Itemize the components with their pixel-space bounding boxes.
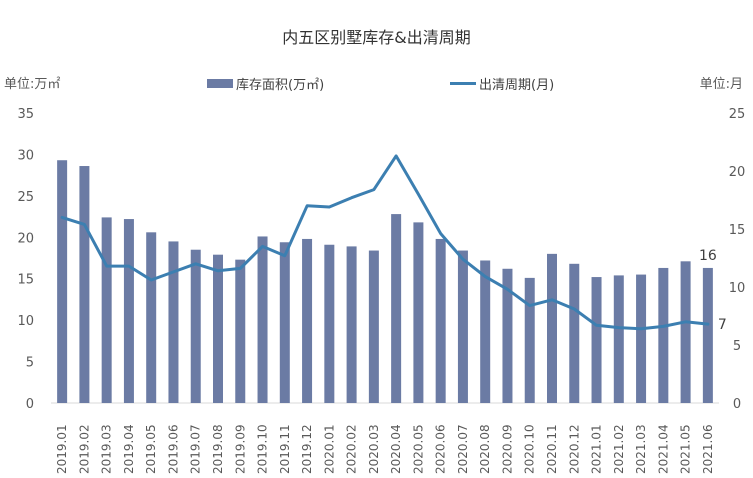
x-tick-label: 2019.12: [300, 424, 314, 474]
bar: [547, 253, 557, 403]
bar: [279, 242, 290, 403]
series-line: [60, 154, 710, 331]
legend-label-clearance: 出清周期(月): [479, 78, 555, 93]
legend-item-inventory: 库存面积(万㎡): [207, 74, 324, 93]
x-tick-label: 2021.05: [679, 424, 693, 474]
y-right-tick-label: 0: [733, 397, 741, 412]
x-tick-label: 2019.08: [211, 424, 225, 474]
bar: [101, 217, 112, 403]
bar: [213, 254, 223, 403]
y-left-tick-label: 0: [26, 397, 34, 412]
x-tick-label: 2021.01: [590, 424, 604, 474]
y-right-tick-label: 25: [729, 107, 746, 122]
y-right-tick-label: 5: [733, 339, 741, 354]
x-tick-label: 2021.06: [701, 424, 715, 474]
y-right-tick-label: 20: [729, 165, 746, 180]
bar: [79, 166, 90, 403]
x-tick-label: 2019.09: [233, 424, 247, 474]
bar: [235, 259, 246, 403]
x-tick-label: 2019.03: [100, 424, 114, 474]
bar: [168, 241, 179, 403]
bar: [680, 261, 691, 403]
bar: [57, 160, 68, 403]
x-tick-label: 2020.03: [367, 424, 381, 474]
left-axis-unit: 单位:万㎡: [4, 77, 61, 92]
bar: [435, 238, 446, 403]
y-right-tick-label: 15: [729, 223, 746, 238]
x-tick-label: 2020.11: [545, 424, 559, 474]
y-right-tick-label: 10: [729, 281, 746, 296]
x-tick-label: 2020.05: [411, 424, 425, 474]
x-tick-label: 2020.06: [434, 424, 448, 474]
x-tick-label: 2019.10: [256, 424, 270, 474]
y-left-tick-label: 25: [17, 190, 34, 205]
x-tick-label: 2020.04: [389, 424, 403, 474]
bar: [480, 260, 491, 403]
bar: [346, 246, 357, 403]
x-tick-label: 2020.08: [478, 424, 492, 474]
x-tick-label: 2021.02: [612, 424, 626, 474]
bar: [569, 263, 580, 403]
y-left-tick-label: 35: [17, 107, 34, 122]
bar: [368, 250, 379, 403]
x-tick-label: 2020.01: [322, 424, 336, 474]
legend-label-inventory: 库存面积(万㎡): [236, 78, 325, 93]
x-tick-label: 2019.06: [166, 424, 180, 474]
legend-item-clearance: 出清周期(月): [450, 74, 554, 93]
data-label-bar: 16: [699, 248, 717, 264]
x-tick-label: 2020.09: [500, 424, 514, 474]
bar: [636, 274, 647, 403]
x-tick-label: 2019.04: [122, 424, 136, 474]
bar: [324, 244, 335, 403]
bar: [391, 214, 402, 403]
x-tick-label: 2019.02: [77, 424, 91, 474]
bar: [524, 277, 535, 403]
bar: [591, 277, 602, 403]
data-label-line: 7: [718, 317, 727, 333]
bar: [302, 238, 313, 403]
y-left-tick-label: 15: [17, 273, 34, 288]
bar: [613, 275, 624, 403]
bar: [702, 267, 713, 403]
x-tick-label: 2021.04: [656, 424, 670, 474]
x-tick-label: 2021.03: [634, 424, 648, 474]
bar: [658, 267, 669, 403]
bar: [123, 219, 134, 403]
bar: [502, 268, 513, 403]
right-axis-unit: 单位:月: [699, 77, 743, 92]
y-left-tick-label: 5: [26, 356, 34, 371]
legend-swatch-bar: [207, 79, 233, 88]
y-left-tick-label: 10: [17, 314, 34, 329]
chart-title: 内五区别墅库存&出清周期: [282, 28, 471, 47]
bar: [457, 250, 468, 403]
bar: [413, 222, 424, 403]
legend-swatch-line: [450, 82, 476, 85]
bar: [257, 236, 268, 403]
y-left-tick-label: 20: [17, 231, 34, 246]
x-tick-label: 2020.10: [523, 424, 537, 474]
bar: [190, 249, 201, 403]
x-tick-label: 2019.05: [144, 424, 158, 474]
x-tick-label: 2020.02: [345, 424, 359, 474]
y-left-tick-label: 30: [17, 148, 34, 163]
x-tick-label: 2019.11: [278, 424, 292, 474]
x-tick-label: 2019.01: [55, 424, 69, 474]
bar: [146, 232, 157, 403]
x-tick-label: 2020.07: [456, 424, 470, 474]
x-tick-label: 2020.12: [567, 424, 581, 474]
x-tick-label: 2019.07: [189, 424, 203, 474]
